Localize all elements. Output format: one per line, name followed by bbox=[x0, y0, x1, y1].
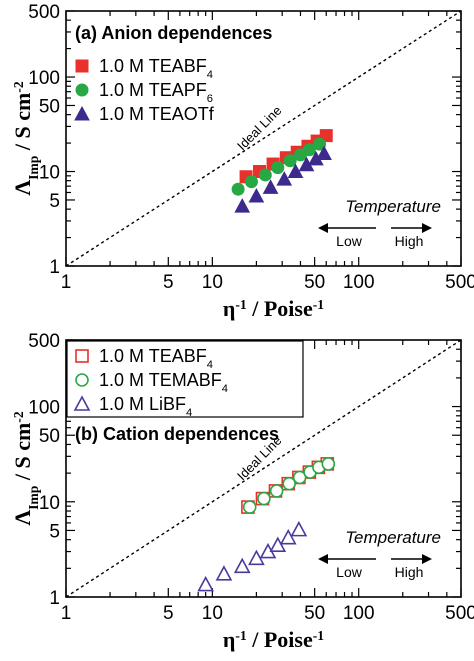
y-tick-label: 1 bbox=[49, 257, 60, 278]
x-tick-label: 500 bbox=[445, 603, 474, 624]
data-point-circle bbox=[242, 500, 257, 514]
data-point-circle bbox=[282, 476, 296, 491]
temperature-label: Temperature bbox=[345, 528, 441, 547]
series-2 bbox=[197, 520, 308, 592]
y-tick-label: 50 bbox=[39, 426, 60, 447]
x-tick-label: 100 bbox=[343, 603, 375, 624]
axis-ticks bbox=[65, 10, 462, 267]
legend-label: 1.0 M LiBF4 bbox=[99, 394, 192, 419]
y-tick-label: 5 bbox=[49, 191, 60, 212]
series-2 bbox=[234, 145, 332, 213]
data-point-square bbox=[319, 129, 333, 143]
data-point-square bbox=[75, 59, 89, 73]
data-point-circle bbox=[257, 491, 271, 506]
y-axis-label: ΛImp / S cm-2 bbox=[10, 411, 41, 526]
data-point-circle bbox=[302, 143, 316, 157]
y-axis-label: ΛImp / S cm-2 bbox=[10, 81, 41, 196]
data-point-circle bbox=[244, 175, 258, 189]
legend-label: 1.0 M TEAPF6 bbox=[99, 80, 213, 105]
x-tick-label: 50 bbox=[304, 272, 325, 293]
x-tick-label: 5 bbox=[163, 272, 174, 293]
data-point-triangle bbox=[248, 187, 265, 203]
data-point-triangle bbox=[248, 549, 265, 566]
series-1 bbox=[242, 457, 336, 514]
legend-label: 1.0 M TEABF4 bbox=[99, 346, 213, 371]
y-tick-label: 100 bbox=[28, 398, 60, 419]
data-point-circle bbox=[269, 484, 284, 498]
x-tick-label: 1 bbox=[61, 272, 72, 293]
temperature-annotation: Temperature Low High bbox=[318, 528, 441, 580]
temperature-label: Temperature bbox=[345, 197, 441, 216]
plot-frame bbox=[65, 10, 462, 267]
data-point-triangle bbox=[233, 557, 251, 574]
x-axis-label: η-1 / Poise-1 bbox=[223, 296, 324, 321]
y-tick-label: 100 bbox=[28, 68, 60, 89]
data-point-triangle bbox=[74, 105, 90, 121]
data-point-circle bbox=[271, 161, 285, 175]
temperature-annotation: Temperature Low High bbox=[318, 197, 441, 249]
series-1 bbox=[231, 137, 327, 196]
ideal-line bbox=[65, 10, 462, 267]
data-point-triangle bbox=[290, 520, 308, 537]
data-point-circle bbox=[292, 470, 307, 485]
data-point-circle bbox=[258, 168, 272, 182]
panel-title: (a) Anion dependences bbox=[75, 23, 272, 43]
high-label: High bbox=[395, 233, 424, 249]
y-tick-label: 50 bbox=[39, 96, 60, 117]
arrow-left-head bbox=[318, 554, 328, 564]
plot-frame bbox=[65, 339, 462, 598]
x-tick-label: 1 bbox=[61, 603, 72, 624]
low-label: Low bbox=[336, 564, 363, 580]
data-point-triangle bbox=[234, 198, 251, 213]
ideal-line-label: Ideal Line bbox=[234, 103, 284, 153]
x-tick-label: 50 bbox=[304, 603, 325, 624]
arrow-right-head bbox=[422, 554, 432, 564]
x-tick-label: 10 bbox=[202, 603, 223, 624]
data-point-triangle bbox=[269, 536, 287, 552]
high-label: High bbox=[395, 564, 424, 580]
ideal-line bbox=[65, 339, 462, 598]
x-tick-label: 5 bbox=[163, 603, 174, 624]
data-point-circle bbox=[283, 154, 297, 168]
data-point-triangle bbox=[262, 179, 279, 194]
data-point-square bbox=[75, 349, 89, 363]
data-point-circle bbox=[321, 457, 336, 471]
y-tick-label: 5 bbox=[49, 521, 60, 542]
data-point-triangle bbox=[316, 145, 332, 161]
data-point-triangle bbox=[73, 395, 91, 411]
y-tick-label: 1 bbox=[49, 588, 60, 609]
y-tick-label: 10 bbox=[39, 163, 60, 184]
chart-panel-a: 1 5 10 50 100 500 1 5 10 50 100 500 η-1 / Poise-1 ΛIm… bbox=[10, 2, 474, 321]
x-tick-label: 500 bbox=[445, 272, 474, 293]
legend-label: 1.0 M TEABF4 bbox=[99, 56, 213, 81]
data-point-circle bbox=[231, 182, 245, 196]
y-tick-label: 500 bbox=[28, 2, 60, 23]
x-axis-label: η-1 / Poise-1 bbox=[223, 627, 324, 652]
data-point-triangle bbox=[279, 528, 297, 545]
data-point-circle bbox=[75, 373, 89, 387]
low-label: Low bbox=[336, 233, 363, 249]
data-point-triangle bbox=[276, 171, 293, 186]
chart-panel-b: 1 5 10 50 100 500 1 5 10 50 100 500 η-1 / Poise-1 ΛIm… bbox=[10, 331, 474, 652]
y-tick-label: 10 bbox=[39, 493, 60, 514]
arrow-left-head bbox=[318, 223, 328, 233]
data-point-triangle bbox=[215, 565, 233, 581]
data-point-circle bbox=[313, 137, 327, 151]
y-tick-label: 500 bbox=[28, 331, 60, 352]
legend-box bbox=[66, 340, 304, 418]
legend-label: 1.0 M TEMABF4 bbox=[99, 370, 228, 395]
legend-label: 1.0 M TEAOTf bbox=[99, 104, 215, 124]
arrow-right-head bbox=[422, 223, 432, 233]
panel-title: (b) Cation dependences bbox=[75, 424, 279, 444]
x-tick-label: 10 bbox=[202, 272, 223, 293]
data-point-circle bbox=[75, 83, 89, 97]
data-point-triangle bbox=[197, 575, 214, 592]
x-tick-label: 100 bbox=[343, 272, 375, 293]
